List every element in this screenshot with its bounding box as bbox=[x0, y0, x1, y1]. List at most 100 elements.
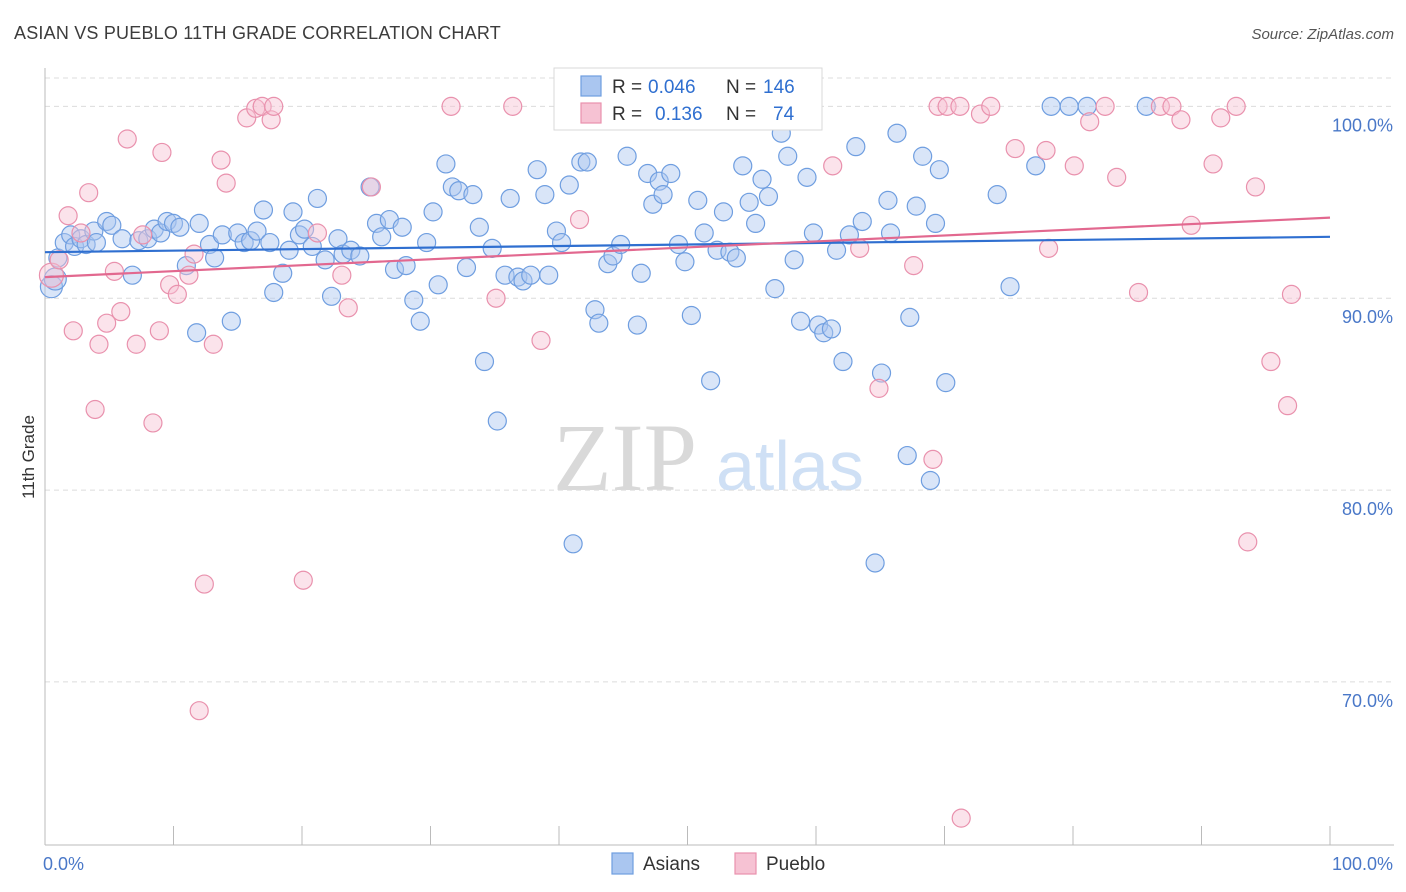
trend-lines bbox=[44, 216, 1331, 279]
data-point bbox=[104, 261, 124, 281]
data-point bbox=[713, 202, 734, 222]
data-point bbox=[112, 229, 132, 249]
y-tick-label: 70.0% bbox=[1342, 691, 1393, 711]
data-point bbox=[449, 181, 469, 201]
data-point bbox=[701, 371, 721, 391]
data-point bbox=[765, 279, 785, 299]
stats-n-label-pueblo: N = bbox=[726, 104, 756, 125]
data-point bbox=[187, 323, 207, 343]
data-point bbox=[283, 202, 303, 222]
stats-r-value-pueblo: 0.136 bbox=[655, 104, 703, 125]
data-point bbox=[1000, 277, 1020, 297]
data-point bbox=[1171, 110, 1191, 130]
data-point bbox=[821, 319, 842, 339]
data-point bbox=[203, 334, 223, 354]
data-point bbox=[1005, 138, 1025, 159]
data-point bbox=[143, 413, 163, 433]
data-point bbox=[733, 156, 753, 176]
data-point bbox=[1245, 177, 1266, 197]
data-point bbox=[149, 321, 169, 341]
stats-n-value-pueblo: 74 bbox=[773, 104, 795, 125]
axes bbox=[44, 68, 1394, 846]
data-point bbox=[211, 150, 231, 170]
data-point bbox=[906, 196, 926, 216]
data-point bbox=[726, 248, 746, 268]
legend-swatch-pueblo bbox=[734, 852, 757, 875]
grid: 100.0% 90.0% 80.0% 70.0% bbox=[45, 77, 1394, 711]
data-point bbox=[1162, 96, 1182, 116]
data-point bbox=[1064, 156, 1084, 176]
trend-line-asians bbox=[44, 235, 1331, 254]
stats-r-label-pueblo: R = bbox=[612, 104, 642, 125]
data-point bbox=[86, 232, 107, 253]
data-point bbox=[221, 311, 241, 331]
data-point bbox=[428, 275, 448, 295]
stats-legend: R = 0.046 N = 146 R = 0.136 N = 74 bbox=[553, 67, 823, 131]
data-point bbox=[559, 175, 579, 195]
data-point bbox=[694, 223, 714, 243]
data-point bbox=[58, 206, 78, 226]
data-point bbox=[503, 96, 523, 116]
bottom-legend: Asians Pueblo bbox=[611, 852, 825, 875]
data-point bbox=[878, 190, 898, 210]
data-point bbox=[535, 185, 555, 205]
data-point bbox=[469, 217, 489, 237]
data-point bbox=[1026, 156, 1046, 176]
data-point bbox=[436, 154, 456, 174]
data-point bbox=[823, 156, 843, 176]
data-point bbox=[929, 160, 949, 180]
data-point bbox=[551, 232, 572, 253]
data-point bbox=[212, 225, 232, 245]
data-point bbox=[987, 185, 1007, 205]
data-point bbox=[350, 246, 370, 266]
data-point bbox=[216, 173, 236, 193]
stats-n-label-asians: N = bbox=[726, 77, 756, 98]
data-point bbox=[746, 213, 766, 233]
data-point bbox=[563, 534, 583, 554]
data-point bbox=[194, 574, 214, 594]
data-point bbox=[1080, 112, 1100, 132]
data-point bbox=[539, 265, 559, 285]
data-point bbox=[784, 250, 804, 270]
data-point bbox=[260, 232, 280, 253]
data-point bbox=[752, 169, 772, 189]
data-point bbox=[167, 284, 187, 304]
chart-source: Source: ZipAtlas.com bbox=[1251, 26, 1394, 43]
data-point bbox=[981, 96, 1001, 116]
data-point bbox=[1038, 238, 1059, 258]
data-point bbox=[293, 570, 313, 590]
data-point bbox=[315, 250, 335, 270]
data-point bbox=[321, 286, 342, 306]
data-point bbox=[852, 211, 872, 232]
data-point bbox=[252, 96, 272, 116]
data-point bbox=[681, 305, 701, 326]
data-point bbox=[1041, 96, 1061, 116]
data-point bbox=[372, 227, 392, 247]
data-point bbox=[758, 186, 779, 207]
data-point bbox=[887, 123, 907, 143]
data-point bbox=[797, 167, 817, 187]
data-point bbox=[102, 215, 122, 235]
data-point bbox=[253, 200, 274, 220]
data-point bbox=[653, 185, 673, 205]
data-point bbox=[627, 315, 647, 335]
stats-n-value-asians: 146 bbox=[763, 77, 795, 98]
data-point bbox=[527, 160, 547, 180]
data-point bbox=[170, 217, 190, 237]
trend-line-pueblo bbox=[44, 216, 1331, 279]
stats-r-label-asians: R = bbox=[612, 77, 642, 98]
data-point bbox=[869, 378, 889, 398]
data-point bbox=[643, 194, 663, 214]
data-point bbox=[97, 211, 117, 232]
data-point bbox=[803, 223, 824, 243]
data-point bbox=[392, 217, 412, 237]
legend-swatch-asians bbox=[611, 852, 634, 875]
data-point bbox=[846, 137, 866, 157]
x-tick-label-min: 0.0% bbox=[43, 854, 84, 874]
data-point bbox=[482, 238, 502, 258]
data-point bbox=[456, 257, 477, 278]
data-point bbox=[589, 313, 609, 333]
data-point bbox=[778, 146, 798, 166]
data-point bbox=[871, 363, 892, 383]
